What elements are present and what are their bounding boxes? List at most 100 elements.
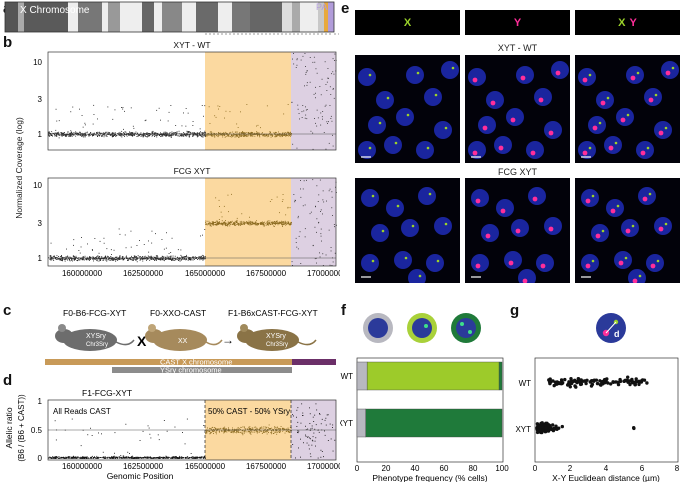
coverage-point [140, 136, 142, 137]
ideogram-band [162, 2, 182, 32]
coverage-point [201, 132, 203, 133]
coverage-point [233, 222, 235, 224]
coverage-point [75, 131, 77, 133]
coverage-point [209, 222, 211, 224]
coverage-point [73, 132, 75, 133]
coverage-point [70, 111, 72, 113]
allelic-point [57, 457, 59, 459]
coverage-point [216, 224, 218, 226]
coverage-point [268, 222, 270, 223]
coverage-point [201, 258, 203, 259]
x-signal [664, 126, 668, 130]
allelic-point [244, 430, 246, 432]
coverage-point [221, 220, 223, 222]
coverage-point [129, 258, 130, 259]
split-label: 50% CAST - 50% YSry [208, 407, 290, 416]
coverage-point [127, 259, 129, 260]
coverage-point [180, 254, 182, 256]
coverage-point [83, 134, 85, 136]
coverage-point [320, 235, 322, 237]
coverage-point [113, 136, 114, 137]
coverage-point [188, 132, 189, 133]
allelic-point [186, 457, 188, 459]
coverage-point [225, 222, 227, 224]
coverage-point [182, 257, 184, 258]
coverage-point [49, 135, 51, 137]
coverage-point [260, 134, 262, 136]
allelic-point [206, 432, 208, 434]
coverage-point [86, 257, 88, 259]
coverage-point [205, 134, 207, 136]
allelic-point [85, 456, 87, 458]
coverage-point [194, 256, 196, 258]
coverage-point [146, 257, 148, 259]
allelic-point [199, 456, 201, 458]
x-signal [588, 73, 592, 77]
allelic-point [124, 457, 125, 459]
coverage-point [199, 256, 201, 258]
coverage-point [269, 201, 271, 202]
coverage-point [61, 133, 63, 134]
allelic-point [157, 434, 159, 436]
allelic-point [116, 457, 118, 459]
allelic-point [136, 457, 138, 459]
coverage-point [161, 239, 163, 240]
coverage-point [136, 257, 138, 258]
coverage-point [183, 258, 185, 260]
coverage-point [139, 134, 141, 135]
coverage-point [95, 258, 97, 260]
coverage-point [296, 147, 298, 149]
coverage-point [51, 135, 53, 136]
allelic-point [271, 432, 273, 433]
coverage-point [99, 258, 101, 259]
micro-fcg-x [355, 178, 460, 283]
coverage-point [51, 258, 53, 260]
allelic-point [261, 430, 263, 432]
allelic-point [53, 457, 55, 459]
coverage-point [225, 225, 226, 227]
allelic-point [312, 440, 314, 442]
coverage-point [271, 199, 273, 200]
allelic-point [216, 428, 218, 430]
allelic-point [305, 429, 307, 431]
coverage-point [238, 134, 240, 136]
coverage-point [97, 118, 98, 120]
distance-point-wt [634, 377, 638, 381]
coverage-point [282, 223, 284, 225]
coverage-point [315, 122, 316, 124]
coverage-point [282, 194, 284, 195]
allelic-point [218, 430, 220, 432]
coverage-point [85, 134, 87, 136]
mouse-b6-icon: XYSry Chr3Sry [55, 324, 135, 351]
coverage-point [99, 134, 101, 136]
allelic-point [264, 431, 266, 433]
coverage-point [163, 256, 165, 258]
allelic-point [309, 413, 311, 415]
coverage-point [234, 222, 235, 224]
coverage-point [120, 258, 121, 260]
coverage-point [324, 61, 326, 63]
allelic-point [271, 430, 272, 432]
mouse-f1-geno: XYSry [266, 333, 286, 340]
coverage-point [216, 133, 217, 135]
allelic-point [319, 413, 320, 414]
allelic-point [178, 457, 180, 459]
allelic-point [232, 430, 234, 432]
allelic-point [167, 457, 169, 459]
allelic-point [81, 457, 82, 459]
coverage-point [314, 226, 316, 228]
coverage-point [170, 256, 172, 258]
coverage-point [72, 258, 74, 260]
x-signal [671, 66, 675, 70]
allelic-point [114, 452, 115, 454]
allelic-point [106, 457, 108, 459]
coverage-point [217, 222, 219, 224]
allelic-point [203, 457, 205, 458]
coverage-point [306, 70, 308, 72]
coverage-point [93, 257, 94, 258]
coverage-point [220, 134, 222, 135]
coverage-point [142, 258, 143, 260]
coverage-point [128, 258, 130, 260]
coverage-point [132, 259, 133, 261]
chromosome-ideogram: X Chromosome PAR [4, 1, 339, 35]
